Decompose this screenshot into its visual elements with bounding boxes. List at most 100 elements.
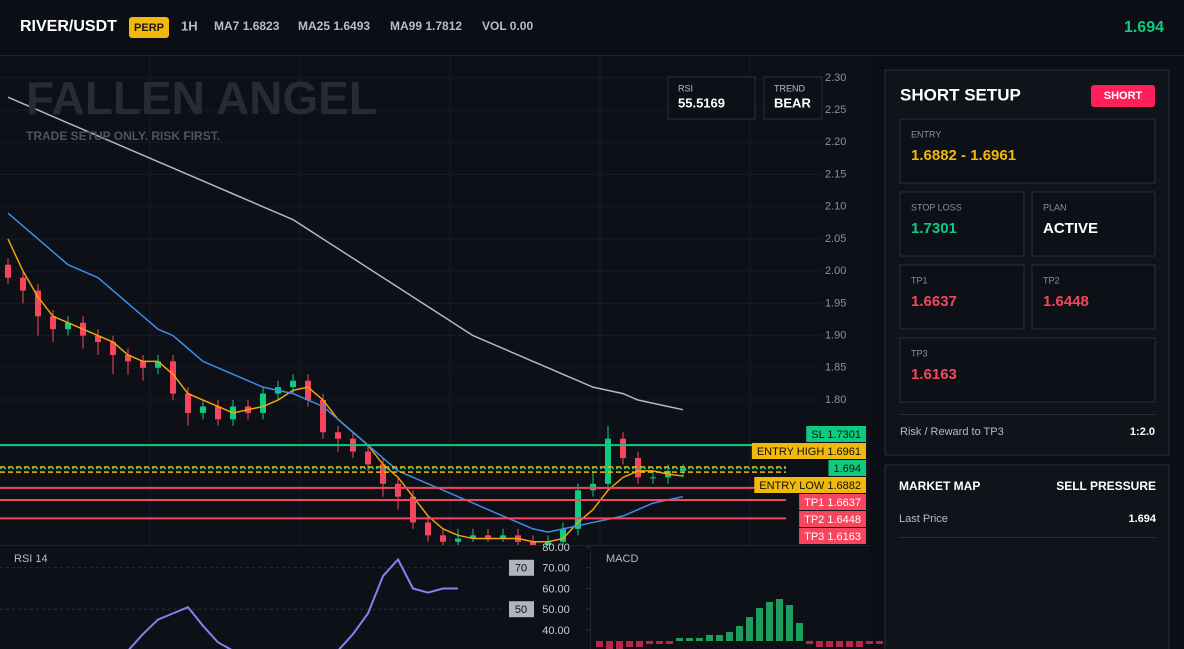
level-tag (799, 511, 866, 527)
cell-value: 1.6163 (911, 366, 957, 383)
card-title: SHORT SETUP (900, 85, 1021, 104)
macd-bar (706, 634, 713, 641)
cell-label: TP3 (911, 348, 928, 358)
indicator: MA99 1.7812 (390, 19, 462, 33)
badge (129, 17, 169, 38)
level-label: ENTRY HIGH 1.6961 (757, 446, 861, 458)
macd-bar (716, 634, 723, 641)
indicator-name: VOL (482, 19, 506, 33)
candle-body (20, 277, 26, 291)
level-name: SL (811, 429, 824, 441)
market-status: SELL PRESSURE (1056, 479, 1156, 493)
stat-box (667, 76, 756, 120)
stat-label: TREND (774, 83, 805, 93)
setup-cell (899, 337, 1156, 403)
level-tag (806, 426, 866, 442)
entry-box (899, 118, 1156, 184)
cell-value: 1.6637 (911, 293, 957, 310)
setup-cell (899, 264, 1025, 330)
level-value: 1.6637 (827, 497, 861, 509)
macd-bar (876, 640, 883, 644)
cell-value: 1.7301 (911, 220, 957, 237)
indicator-value: 1.6823 (243, 19, 280, 33)
y-tick-label: 2.10 (825, 201, 846, 213)
macd-bar (756, 607, 763, 641)
level-label: TP1 1.6637 (804, 497, 861, 509)
macd-bar (646, 640, 653, 644)
level-tag (799, 494, 866, 510)
cell-value: ACTIVE (1043, 220, 1098, 237)
candle-body (620, 438, 626, 459)
macd-bar (846, 640, 853, 647)
candle-body (455, 538, 461, 542)
macd-bar (666, 640, 673, 644)
stat-label: RSI (678, 83, 693, 93)
macd-bar (736, 625, 743, 641)
badge (1091, 85, 1155, 107)
entry-label: ENTRY (911, 129, 941, 139)
macd-bar (656, 640, 663, 644)
entry-value: 1.6882 - 1.6961 (911, 147, 1016, 164)
setup-cell (1031, 264, 1156, 330)
level-value: 1.7301 (827, 429, 861, 441)
badge-text: SHORT (1104, 90, 1143, 102)
rsi-level-tag (509, 601, 534, 618)
y-tick-label: 1.85 (825, 362, 846, 374)
level-tag (754, 477, 866, 493)
macd-bar (816, 640, 823, 647)
indicator: MA7 1.6823 (214, 19, 280, 33)
ma-line (7, 212, 684, 533)
macd-bar (676, 637, 683, 641)
interval: 1H (181, 18, 198, 33)
stat-value: BEAR (774, 95, 811, 110)
macd-title: MACD (606, 553, 638, 565)
macd-bar (776, 598, 783, 641)
indicator-value: 1.6493 (333, 19, 370, 33)
rsi-line (128, 557, 458, 649)
macd-bar (686, 637, 693, 641)
level-value: 1.6882 (827, 480, 861, 492)
cell-label: TP1 (911, 275, 928, 285)
rsi-pane (0, 557, 505, 649)
macd-bar (606, 640, 613, 649)
candle-body (185, 393, 191, 413)
candle-body (395, 483, 401, 497)
card (884, 464, 1170, 649)
candle-body (170, 361, 176, 394)
rsi-level-tag (509, 559, 534, 576)
y-tick-label: 2.05 (825, 233, 846, 245)
level-name: ENTRY LOW (759, 480, 825, 492)
symbol: RIVER/USDT (20, 18, 117, 35)
candle-body (140, 361, 146, 368)
candle-body (410, 496, 416, 523)
cell-label: TP2 (1043, 275, 1060, 285)
macd-bar (616, 640, 623, 649)
y-tick-label: 1.95 (825, 297, 846, 309)
row-label: Last Price (899, 513, 948, 525)
rsi-tick-label: 70.00 (542, 563, 570, 575)
candle-body (110, 342, 116, 355)
row-value: 1.694 (1128, 513, 1156, 525)
macd-bar (626, 640, 633, 647)
y-tick-label: 2.15 (825, 168, 846, 180)
level-value: 1.6163 (827, 531, 861, 543)
stat-value: 55.5169 (678, 95, 725, 110)
candle-body (5, 264, 11, 278)
rsi-tick-label: 60.00 (542, 583, 570, 595)
cell-label: PLAN (1043, 202, 1067, 212)
y-tick-label: 2.20 (825, 136, 846, 148)
level-tag (828, 460, 866, 476)
candle-body (560, 528, 566, 542)
macd-bar (826, 640, 833, 647)
candle-body (365, 451, 371, 465)
candle-body (425, 522, 431, 536)
indicator-value: 0.00 (510, 19, 534, 33)
indicator-name: MA99 (390, 19, 422, 33)
cell-value: 1.6448 (1043, 293, 1089, 310)
ma-line (7, 96, 684, 411)
candle-body (470, 535, 476, 539)
watermark: FALLEN ANGEL (26, 72, 377, 124)
macd-bar (746, 616, 753, 641)
y-tick-label: 1.90 (825, 330, 846, 342)
candle-body (65, 322, 71, 330)
